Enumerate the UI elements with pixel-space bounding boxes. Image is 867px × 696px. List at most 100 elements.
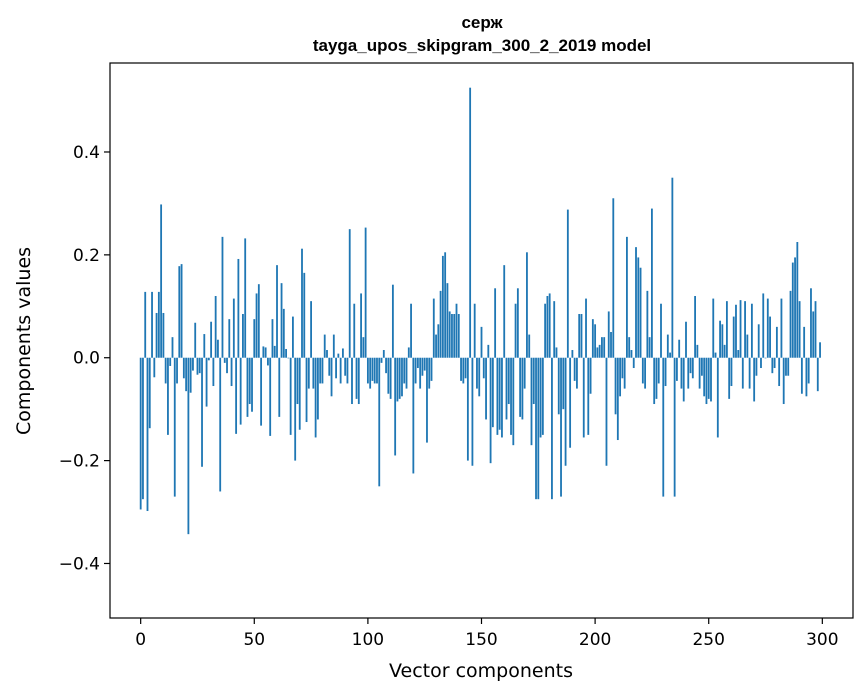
bar [623,357,626,389]
bar [435,334,437,358]
bar [416,357,419,369]
bar [528,334,531,358]
x-tick-label: 0 [135,630,146,650]
bar [721,324,724,358]
bar [476,357,478,389]
bar [453,314,456,358]
bar [551,357,553,500]
bar [603,337,606,358]
bar [282,308,285,358]
bar [292,316,294,358]
bar [428,357,431,389]
bar [276,265,278,358]
bar [189,357,192,393]
bar [735,304,737,358]
bar [730,357,733,387]
bar [562,357,565,410]
bar [569,357,572,448]
bar [616,357,619,441]
bar [585,298,587,358]
bar-group [139,87,821,535]
bar [244,238,247,358]
bar [301,248,303,358]
bar [780,298,783,358]
bar [185,357,188,392]
bar [496,357,499,435]
bar [212,357,215,387]
bar [753,357,756,402]
bar [800,357,803,394]
bar [548,293,551,358]
bar [412,357,415,474]
bar [451,314,453,358]
bar [316,357,319,420]
bar [401,357,403,397]
x-tick-label: 100 [352,630,384,650]
bar [644,357,647,389]
bar [171,337,174,358]
bar [673,357,676,497]
bar [289,357,292,435]
bar [210,321,213,358]
bar [703,357,706,397]
bar [246,357,249,417]
bar [635,247,637,358]
bar [653,357,656,405]
bar [167,357,169,435]
y-tick-label: 0.2 [73,246,100,266]
bar [203,334,206,358]
bar [641,357,644,384]
bar [219,357,222,492]
bar [566,209,569,358]
bar [378,357,381,487]
bar [712,298,715,358]
bar [332,334,335,358]
bar [335,357,337,379]
bar [201,357,203,467]
bar [537,357,540,500]
bar [382,350,385,358]
bar [232,298,235,358]
bar [632,357,635,369]
bar [619,357,622,397]
bar [146,357,149,512]
bar [587,357,590,435]
bar [362,337,365,358]
bar [251,357,253,412]
y-tick-label: −0.2 [59,452,100,472]
bar [607,311,610,358]
bar [364,227,367,358]
bar [176,357,178,384]
bar [330,357,333,397]
bar [196,357,199,375]
bar [262,346,265,358]
bar [553,301,556,358]
bar [178,266,181,358]
y-tick-label: 0.4 [73,143,100,163]
bar [507,357,510,405]
bar [396,357,399,402]
bar [182,357,185,379]
bar [255,293,258,358]
bar [691,357,694,379]
bar [521,357,524,420]
bar [596,347,599,358]
bar [217,339,219,358]
bar [471,357,474,466]
bar [710,357,712,402]
bar [326,350,328,358]
bar [714,352,717,358]
bar [473,303,476,358]
bar [314,357,317,438]
bar [762,293,765,358]
bar [589,357,592,394]
bar [410,303,412,358]
bar [180,264,183,358]
bar [728,357,731,399]
bar [696,344,699,358]
bar [698,357,701,389]
y-tick-label: 0.0 [73,349,100,369]
bar [187,357,190,535]
bar [598,344,601,358]
